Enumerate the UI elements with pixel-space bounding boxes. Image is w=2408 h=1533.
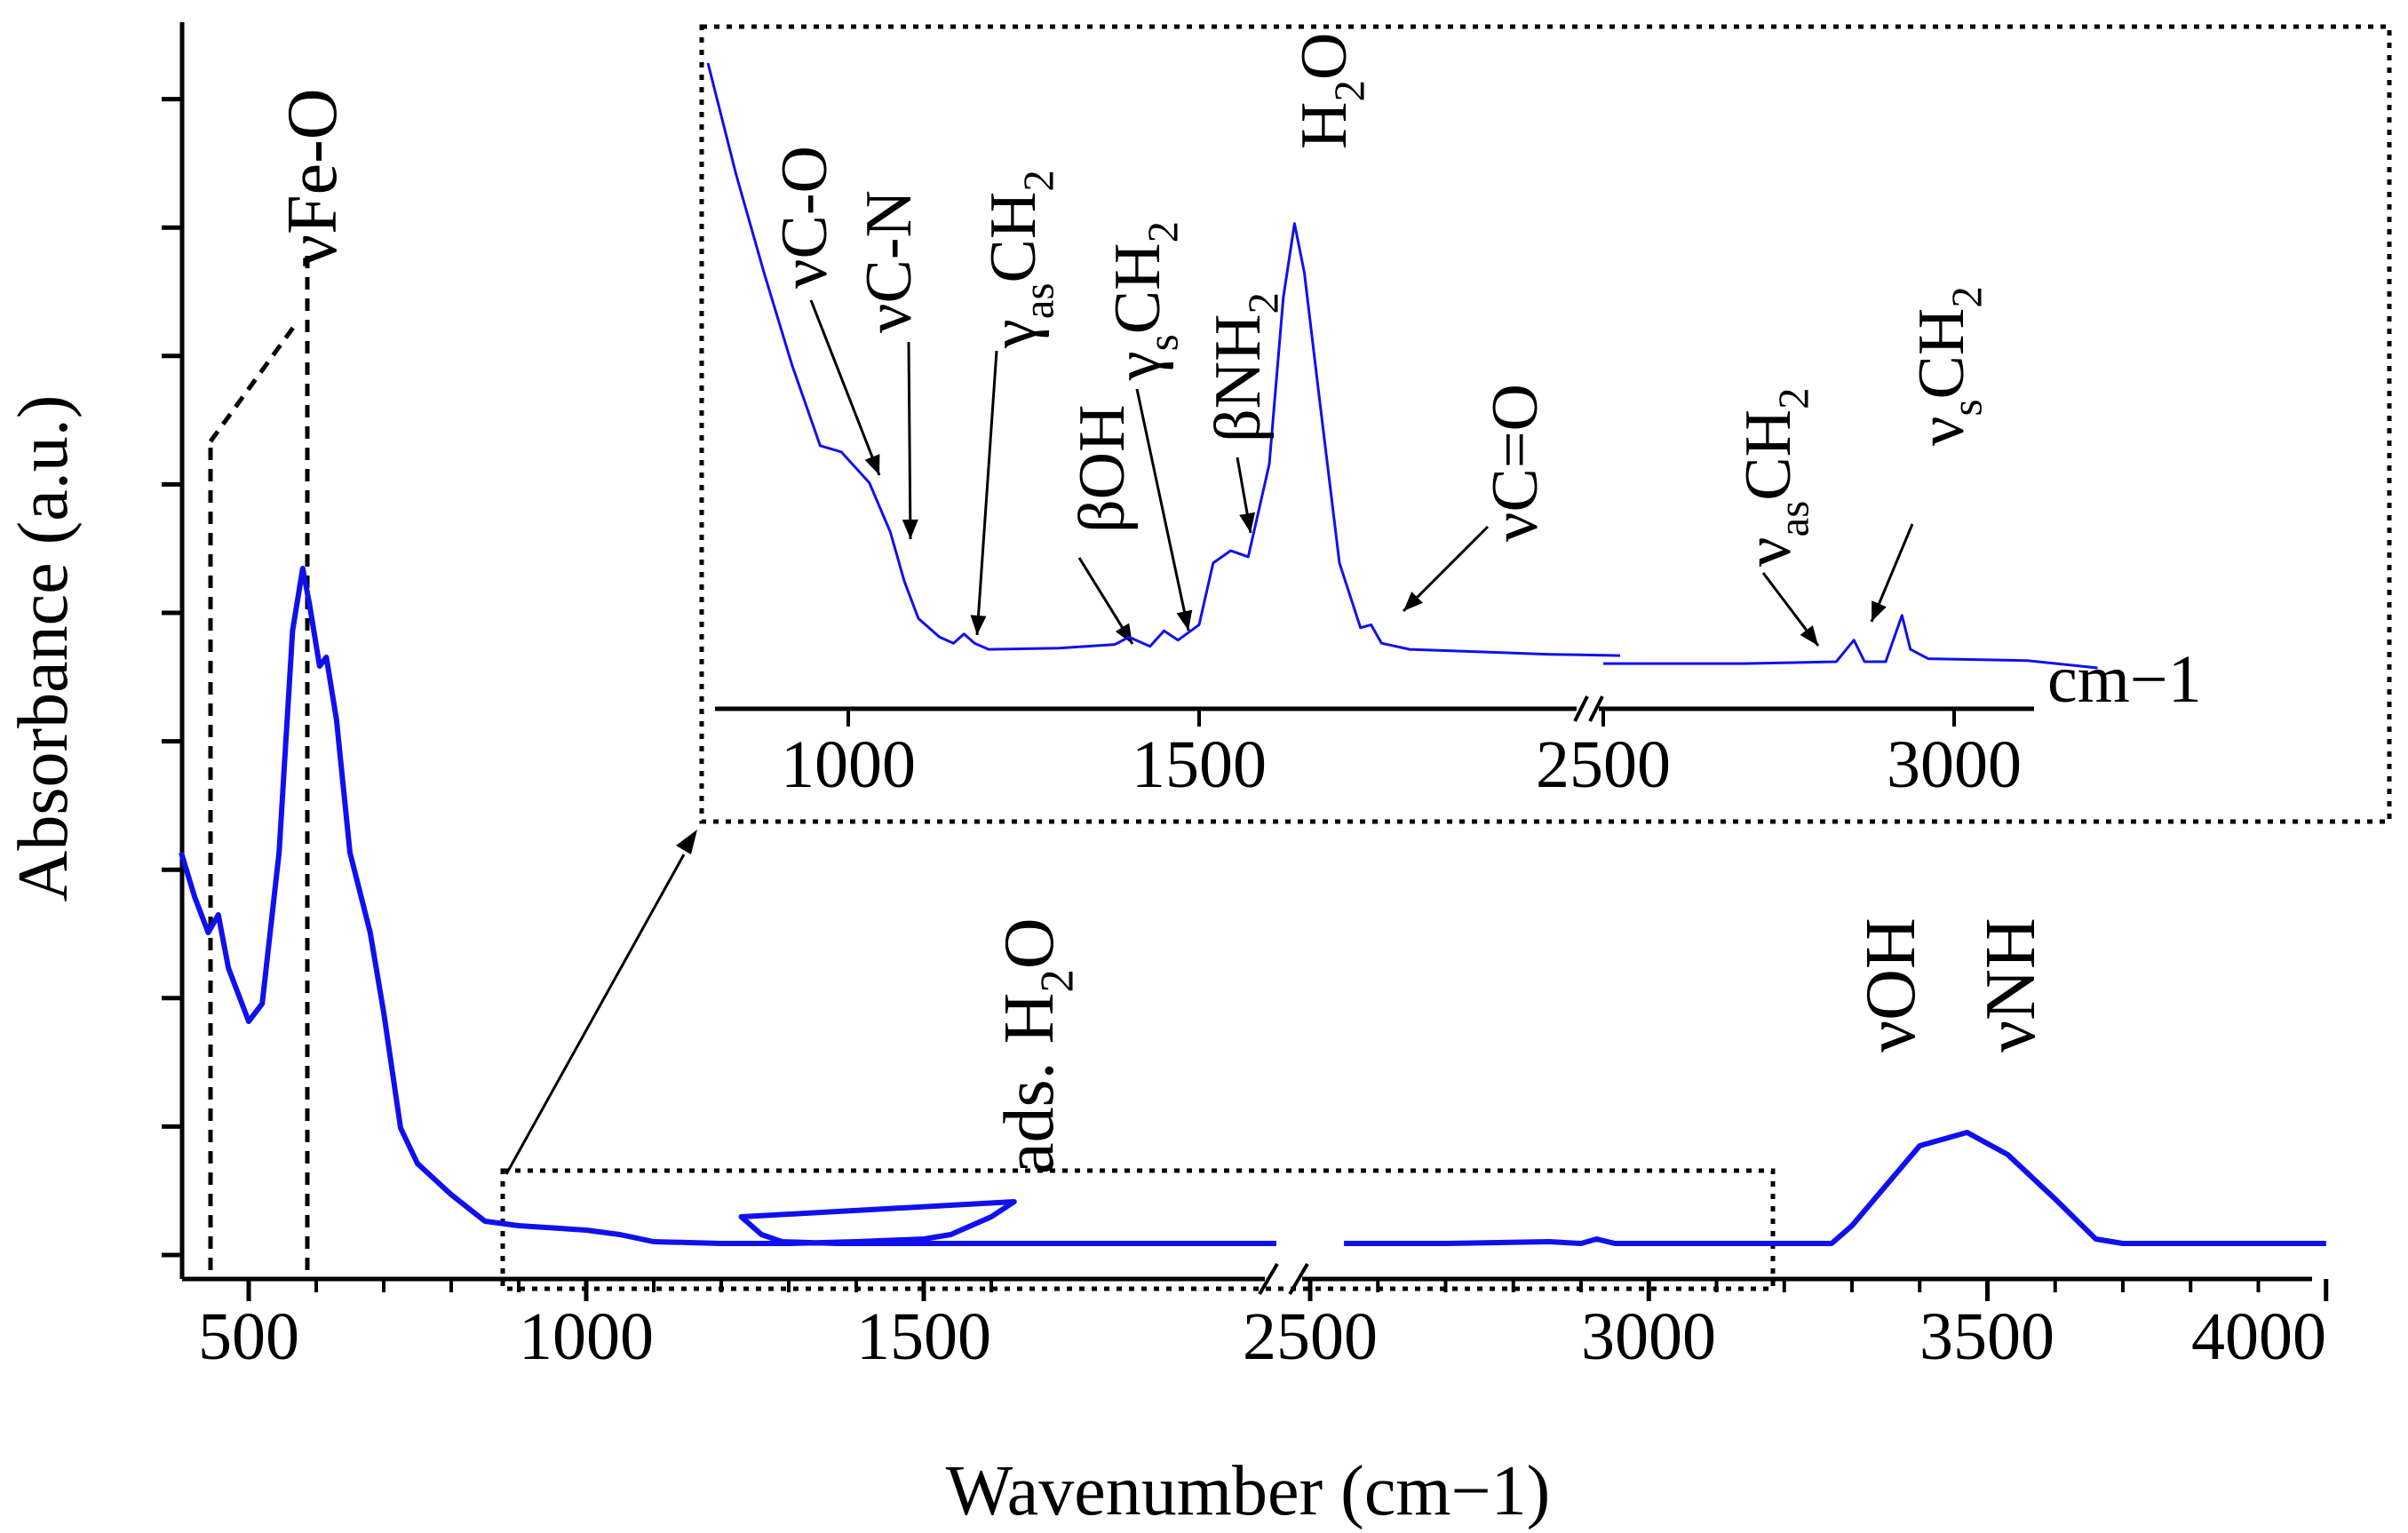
- frames-layer: [162, 22, 2392, 1301]
- peak-label: νasCH2: [1732, 387, 1818, 567]
- peak-label: νC-N: [853, 190, 926, 333]
- peak-label: νNH: [1972, 917, 2050, 1052]
- x-tick-label: 1000: [519, 1299, 654, 1374]
- peak-label: βOH: [1066, 404, 1139, 533]
- x-tick-label: 3500: [1919, 1299, 2054, 1374]
- x-tick-label: 500: [198, 1299, 299, 1374]
- inset-x-tick-label: 2500: [1536, 727, 1671, 802]
- arrow-head: [1176, 609, 1193, 631]
- y-axis-title: Absorbance (a.u.): [4, 395, 83, 902]
- inset-x-tick-label: 3000: [1887, 727, 2022, 802]
- peak-label: H2O: [1288, 33, 1374, 149]
- arrow-head: [1800, 625, 1818, 646]
- inset-break-mark: [1573, 695, 1589, 722]
- peak-label: νC=O: [1479, 384, 1552, 542]
- zoom-region-box: [500, 1168, 1776, 1291]
- inset-frame: [699, 24, 2392, 824]
- peak-label: νFe-O: [274, 88, 352, 266]
- inset-unit-label: cm−1: [2047, 642, 2202, 717]
- peak-label: νsCH2: [1905, 286, 1991, 446]
- inset-break-mark: [1588, 695, 1604, 722]
- peak-label: βNH2: [1202, 292, 1288, 442]
- spectrum-line-inset: [706, 62, 1621, 657]
- axis-break-mark: [1258, 1262, 1279, 1296]
- peak-label: νC-O: [768, 146, 841, 289]
- annotation-arrow: [1135, 388, 1190, 631]
- arrow-head: [676, 830, 697, 854]
- arrow-head: [970, 615, 987, 635]
- marker-line-diagonal: [208, 320, 300, 443]
- annotation-arrow: [907, 341, 912, 540]
- peak-label: γsCH2: [1101, 221, 1188, 381]
- peak-label: νOH: [1852, 917, 1930, 1052]
- arrow-head: [902, 519, 918, 539]
- data-layer: [179, 62, 2326, 1246]
- x-axis-title: Wavenumber (cm−1): [946, 1452, 1551, 1530]
- text-layer: 500 1000 1500 2500 3000 3500 4000 Wavenumber (c…: [4, 33, 2326, 1530]
- x-tick-label: 4000: [2191, 1299, 2326, 1374]
- annotation-arrow: [809, 299, 881, 476]
- spectrum-line-main: [1344, 1130, 2326, 1246]
- arrow-head: [1239, 512, 1255, 533]
- arrow-head: [1872, 600, 1887, 622]
- spectrum-line-main: [179, 566, 1276, 1246]
- inset-x-tick-label: 1500: [1132, 727, 1267, 802]
- x-tick-label: 1500: [856, 1299, 991, 1374]
- annotation-arrow: [1402, 525, 1490, 613]
- arrow-head: [1403, 592, 1423, 611]
- annotation-arrow: [975, 350, 998, 636]
- x-tick-label: 3000: [1581, 1299, 1716, 1374]
- inset-x-tick-label: 1000: [781, 727, 916, 802]
- spectrum-line-inset: [1603, 614, 2098, 670]
- inset-connector-arrow: [505, 854, 686, 1175]
- arrow-head: [864, 454, 880, 475]
- peak-label: ads. H2O: [990, 917, 1083, 1174]
- x-tick-label: 2500: [1243, 1299, 1378, 1374]
- peak-label: γasCH2: [977, 170, 1063, 349]
